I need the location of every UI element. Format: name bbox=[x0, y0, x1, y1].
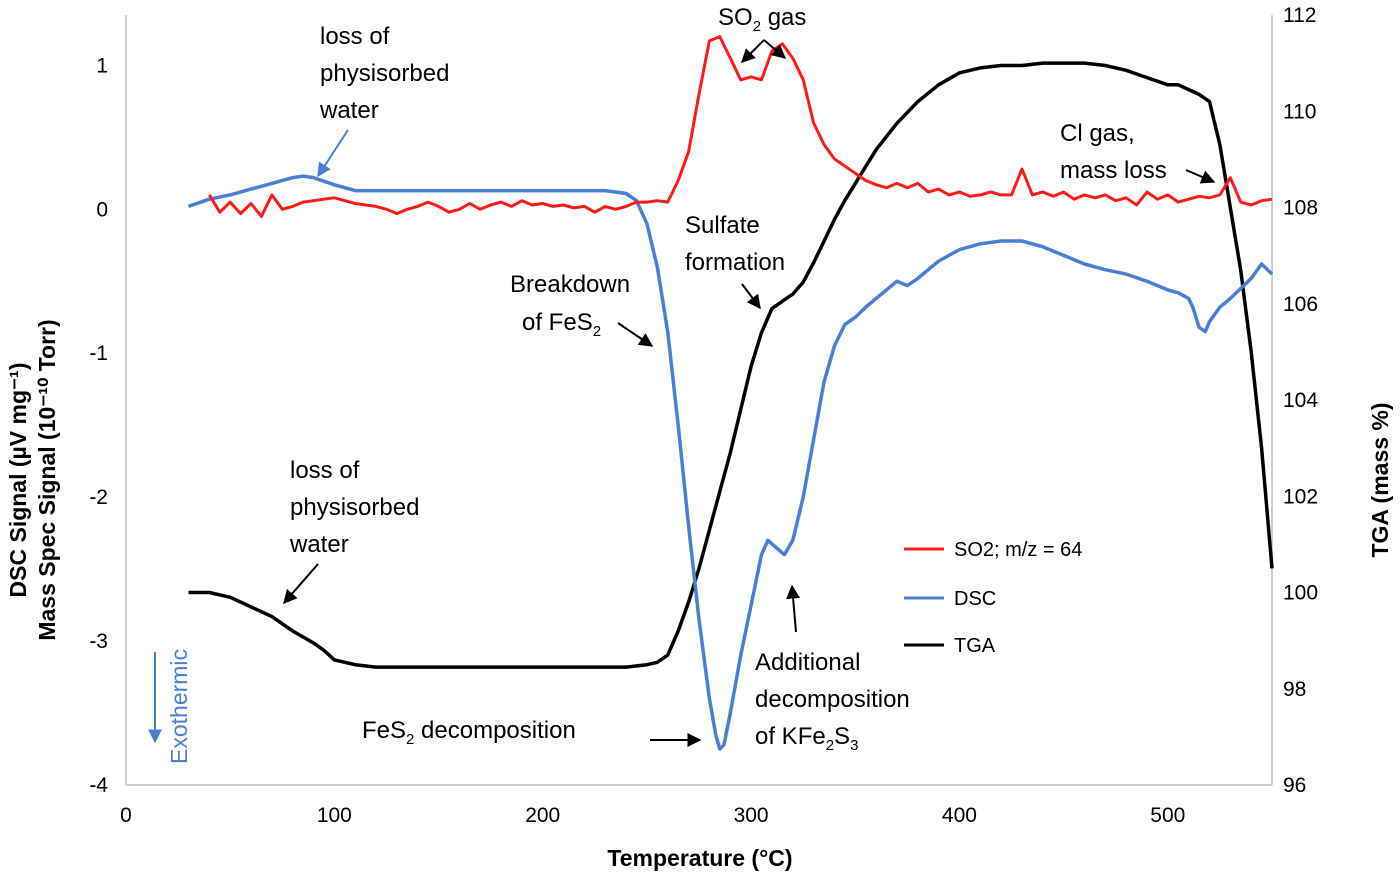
annotation-so2-gas-tail: gas bbox=[761, 4, 806, 31]
annotation-additional-arrow bbox=[786, 584, 801, 633]
annotation-cl-gas: Cl gas, mass loss bbox=[1060, 120, 1216, 184]
annotation-so2-gas-base: SO bbox=[718, 4, 753, 31]
left-tick-label: 0 bbox=[96, 198, 108, 221]
annotation-water-top-arrow bbox=[317, 129, 349, 178]
right-tick-label: 102 bbox=[1283, 485, 1318, 508]
annotation-breakdown: Breakdown of FeS2 bbox=[510, 271, 654, 347]
x-tick-label: 0 bbox=[120, 804, 132, 827]
annotation-water-bottom-line2: physisorbed bbox=[290, 494, 419, 521]
left-tick-label: -4 bbox=[89, 774, 108, 797]
right-tick-label: 98 bbox=[1283, 678, 1306, 701]
annotation-fes2-tail: decomposition bbox=[414, 717, 575, 744]
annotation-water-top-line2: physisorbed bbox=[320, 60, 449, 87]
annotation-breakdown-line2: of FeS2 bbox=[522, 309, 601, 340]
series-line-tga bbox=[188, 61, 1274, 669]
right-tick-label: 110 bbox=[1283, 100, 1316, 123]
annotation-cl-gas-line2: mass loss bbox=[1060, 157, 1167, 184]
left-tick-labels: 1 0 -1 -2 -3 -4 bbox=[89, 54, 108, 797]
y-axis-title-left-2: Mass Spec Signal (10⁻¹⁰ Torr) bbox=[34, 319, 60, 640]
annotation-so2-gas-sub: 2 bbox=[753, 18, 761, 35]
annotation-so2-arrow-right bbox=[763, 39, 787, 59]
annotation-sulfate-arrow bbox=[741, 283, 761, 310]
x-tick-label: 300 bbox=[734, 804, 769, 827]
annotation-additional-p2: S bbox=[834, 723, 850, 750]
x-tick-label: 100 bbox=[317, 804, 352, 827]
x-tick-label: 500 bbox=[1150, 804, 1185, 827]
right-tick-label: 112 bbox=[1283, 4, 1316, 27]
annotation-water-bottom-line1: loss of bbox=[290, 457, 360, 484]
y-axis-title-right: TGA (mass %) bbox=[1367, 402, 1393, 557]
legend: SO2; m/z = 64 DSC TGA bbox=[904, 539, 1082, 657]
left-tick-label: -2 bbox=[89, 486, 108, 509]
annotation-additional: Additional decomposition of KFe2S3 bbox=[755, 584, 910, 754]
annotation-water-top-line3: water bbox=[319, 97, 379, 124]
annotation-fes2-base: FeS bbox=[362, 717, 406, 744]
annotation-fes2-label: FeS2 decomposition bbox=[362, 717, 576, 748]
right-tick-labels: 96 98 100 102 104 106 108 110 112 bbox=[1283, 4, 1318, 797]
legend-label-so2: SO2; m/z = 64 bbox=[954, 539, 1082, 561]
annotation-fes2-sub: 2 bbox=[406, 731, 414, 748]
right-tick-label: 96 bbox=[1283, 774, 1306, 797]
left-tick-label: -1 bbox=[89, 342, 108, 365]
annotation-cl-gas-arrow bbox=[1185, 169, 1216, 184]
annotation-additional-p3: 3 bbox=[850, 737, 858, 754]
annotation-exothermic: Exothermic bbox=[148, 649, 192, 764]
right-tick-label: 106 bbox=[1283, 293, 1318, 316]
x-tick-label: 200 bbox=[525, 804, 560, 827]
right-tick-label: 104 bbox=[1283, 389, 1318, 412]
annotation-water-bottom-arrow bbox=[283, 563, 319, 605]
annotation-water-top-line1: loss of bbox=[320, 23, 390, 50]
right-tick-label: 100 bbox=[1283, 582, 1318, 605]
annotation-additional-p0: of KFe bbox=[755, 723, 826, 750]
annotation-additional-line1: Additional bbox=[755, 649, 860, 676]
left-tick-label: 1 bbox=[96, 54, 108, 77]
annotation-fes2-decomposition: FeS2 decomposition bbox=[362, 717, 702, 748]
y-axis-title-left-1: DSC Signal (µV mg⁻¹) bbox=[5, 363, 31, 598]
annotation-so2-gas-label: SO2 gas bbox=[718, 4, 806, 35]
annotation-additional-line3: of KFe2S3 bbox=[755, 723, 858, 754]
annotation-breakdown-sub: 2 bbox=[593, 323, 601, 340]
x-axis-title: Temperature (°C) bbox=[607, 845, 792, 871]
annotation-sulfate-line1: Sulfate bbox=[685, 212, 760, 239]
annotation-water-top: loss of physisorbed water bbox=[317, 23, 449, 178]
right-tick-label: 108 bbox=[1283, 197, 1318, 220]
annotation-cl-gas-line1: Cl gas, bbox=[1060, 120, 1135, 147]
exothermic-label: Exothermic bbox=[166, 649, 192, 764]
series-line-so2 bbox=[208, 35, 1273, 218]
annotation-additional-p1: 2 bbox=[826, 737, 834, 754]
annotation-additional-line2: decomposition bbox=[755, 686, 910, 713]
series-line-dsc bbox=[187, 174, 1274, 751]
annotation-sulfate-line2: formation bbox=[685, 249, 785, 276]
left-tick-label: -3 bbox=[89, 630, 108, 653]
annotation-breakdown-line1: Breakdown bbox=[510, 271, 630, 298]
annotation-water-bottom-line3: water bbox=[289, 531, 349, 558]
x-tick-labels: 0 100 200 300 400 500 bbox=[120, 804, 1185, 827]
annotation-water-bottom: loss of physisorbed water bbox=[283, 457, 419, 605]
annotation-sulfate: Sulfate formation bbox=[685, 212, 785, 310]
x-tick-label: 400 bbox=[942, 804, 977, 827]
annotation-so2-gas: SO2 gas bbox=[718, 4, 806, 63]
legend-label-dsc: DSC bbox=[954, 588, 996, 610]
annotation-breakdown-base: of FeS bbox=[522, 309, 593, 336]
annotation-breakdown-arrow bbox=[617, 322, 654, 347]
annotation-so2-arrow-left bbox=[741, 39, 765, 63]
legend-label-tga: TGA bbox=[954, 635, 996, 657]
